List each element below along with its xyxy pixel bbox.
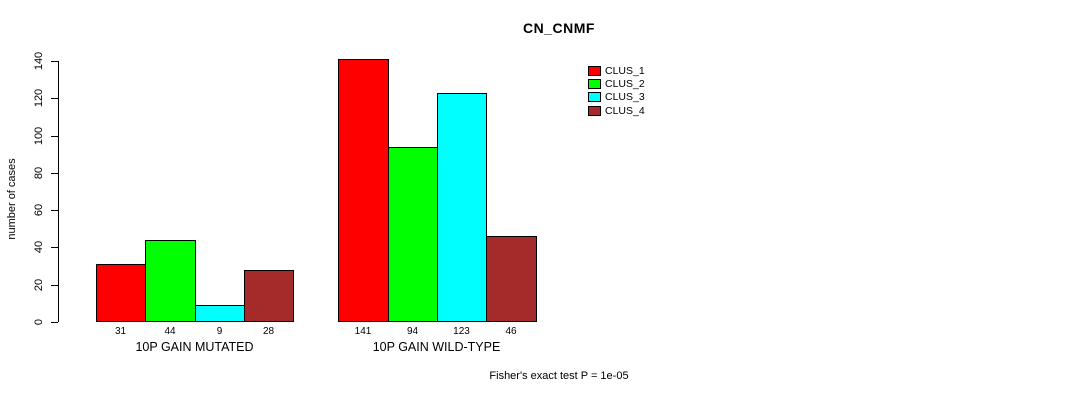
legend-item-clus_3: CLUS_3 xyxy=(588,91,658,104)
bar-value-label: 28 xyxy=(262,326,275,337)
y-tick-mark xyxy=(51,173,58,174)
bar-clus_4-wild-type xyxy=(486,236,537,322)
group-label: 10P GAIN MUTATED xyxy=(135,340,254,354)
bar-clus_4-mutated xyxy=(244,270,294,322)
y-tick-mark xyxy=(51,285,58,286)
y-tick-label: 40 xyxy=(33,240,45,254)
y-axis-line xyxy=(58,61,59,322)
y-tick-mark xyxy=(51,210,58,211)
y-axis-title: number of cases xyxy=(6,158,18,240)
y-tick-label: 120 xyxy=(33,88,45,108)
legend-label: CLUS_2 xyxy=(605,78,645,90)
bar-clus_2-wild-type xyxy=(388,147,438,322)
y-tick-label: 80 xyxy=(33,166,45,180)
y-tick-label: 100 xyxy=(33,126,45,146)
legend-swatch-icon xyxy=(588,106,601,116)
y-tick-label: 60 xyxy=(33,203,45,217)
chart-title: CN_CNMF xyxy=(523,20,595,36)
bar-clus_3-wild-type xyxy=(437,93,487,322)
y-tick-mark xyxy=(51,98,58,99)
y-tick-label: 140 xyxy=(33,51,45,71)
footnote-text: Fisher's exact test P = 1e-05 xyxy=(489,370,629,382)
bar-clus_1-wild-type xyxy=(338,59,389,322)
bar-clus_1-mutated xyxy=(96,264,146,322)
bar-value-label: 123 xyxy=(453,326,470,337)
bar-value-label: 94 xyxy=(406,326,419,337)
legend-label: CLUS_3 xyxy=(605,91,645,103)
bar-value-label: 44 xyxy=(164,326,176,337)
y-tick-mark xyxy=(51,322,58,323)
legend-item-clus_4: CLUS_4 xyxy=(588,105,658,118)
bar-clus_2-mutated xyxy=(145,240,196,322)
legend-swatch-icon xyxy=(588,66,601,76)
bar-value-label: 9 xyxy=(216,326,223,337)
y-tick-mark xyxy=(51,61,58,62)
group-label: 10P GAIN WILD-TYPE xyxy=(372,340,501,354)
legend-swatch-icon xyxy=(588,92,601,102)
bar-clus_3-mutated xyxy=(195,305,245,322)
y-tick-mark xyxy=(51,247,58,248)
bar-value-label: 46 xyxy=(505,326,517,337)
legend-item-clus_2: CLUS_2 xyxy=(588,78,658,91)
legend-swatch-icon xyxy=(588,79,601,89)
y-tick-mark xyxy=(51,136,58,137)
y-tick-label: 0 xyxy=(33,318,45,326)
legend-label: CLUS_1 xyxy=(605,65,645,77)
bar-value-label: 31 xyxy=(114,326,127,337)
legend-label: CLUS_4 xyxy=(605,105,645,117)
bar-value-label: 141 xyxy=(354,326,372,337)
legend-item-clus_1: CLUS_1 xyxy=(588,65,658,78)
y-tick-label: 20 xyxy=(33,278,45,292)
